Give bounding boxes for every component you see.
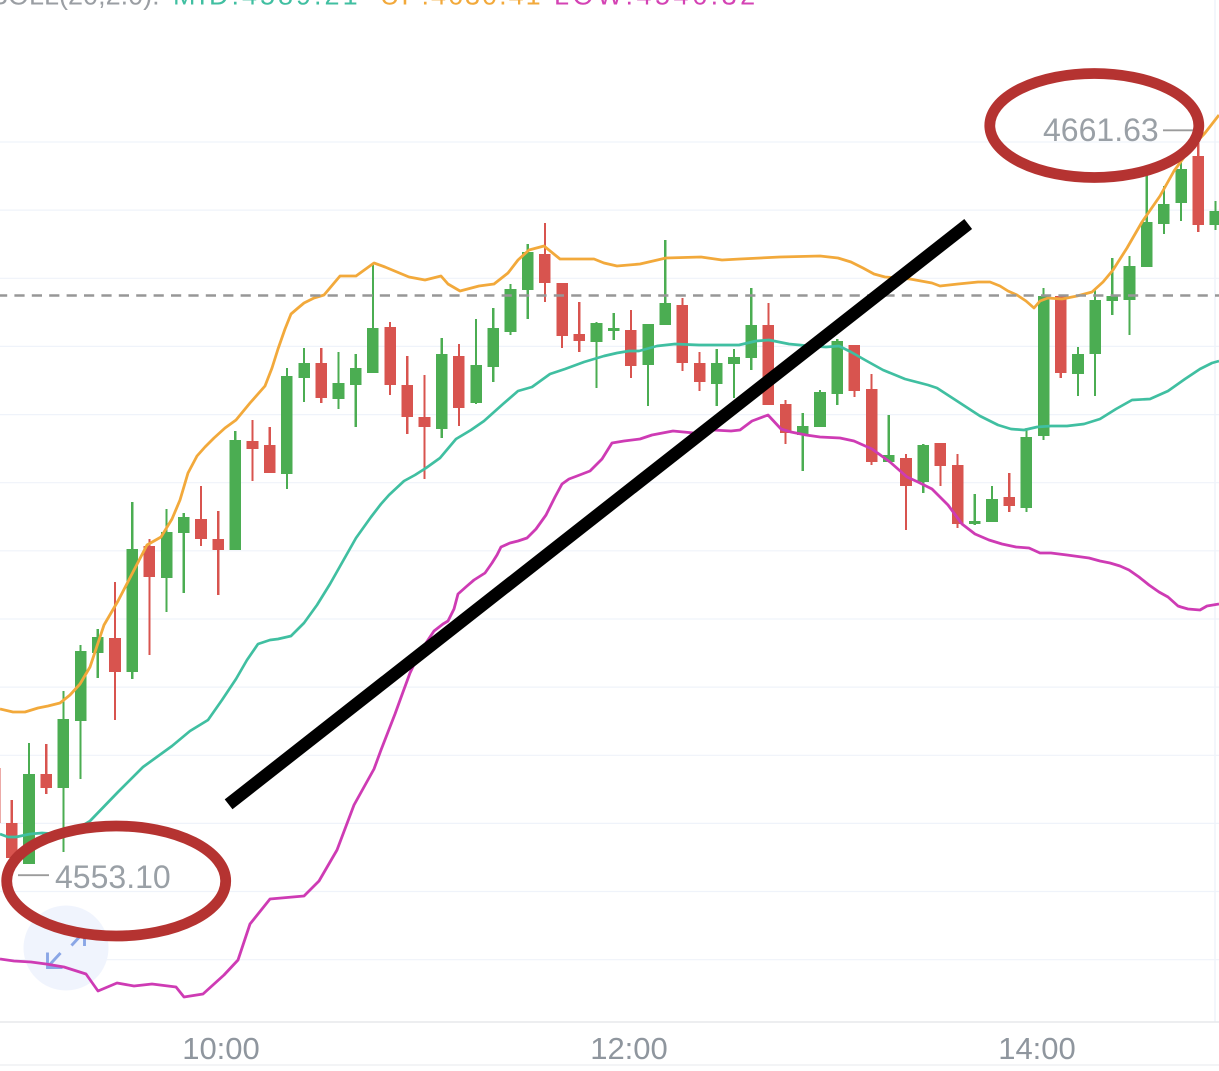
svg-text:4661.63: 4661.63 bbox=[1043, 112, 1159, 148]
svg-text:BOLL(20,2.0):: BOLL(20,2.0): bbox=[0, 0, 160, 11]
svg-text:10:00: 10:00 bbox=[182, 1031, 260, 1066]
svg-text:LOW:4546.32: LOW:4546.32 bbox=[554, 0, 759, 11]
svg-text:MID:4589.21: MID:4589.21 bbox=[173, 0, 361, 11]
svg-text:12:00: 12:00 bbox=[590, 1031, 668, 1066]
svg-text:14:00: 14:00 bbox=[998, 1031, 1076, 1066]
svg-text:4553.10: 4553.10 bbox=[55, 859, 171, 895]
svg-text:UP:4630.41: UP:4630.41 bbox=[380, 0, 543, 11]
